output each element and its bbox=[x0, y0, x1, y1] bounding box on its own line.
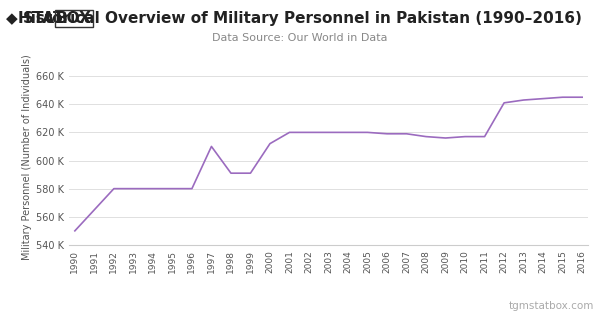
Text: tgmstatbox.com: tgmstatbox.com bbox=[509, 301, 594, 311]
Text: Data Source: Our World in Data: Data Source: Our World in Data bbox=[212, 33, 388, 43]
Text: STAT: STAT bbox=[23, 11, 64, 26]
Text: ◆: ◆ bbox=[6, 11, 18, 26]
Text: Historical Overview of Military Personnel in Pakistan (1990–2016): Historical Overview of Military Personne… bbox=[18, 11, 582, 26]
Text: BOX: BOX bbox=[56, 11, 92, 26]
Y-axis label: Military Personnel (Number of Individuals): Military Personnel (Number of Individual… bbox=[22, 54, 32, 260]
